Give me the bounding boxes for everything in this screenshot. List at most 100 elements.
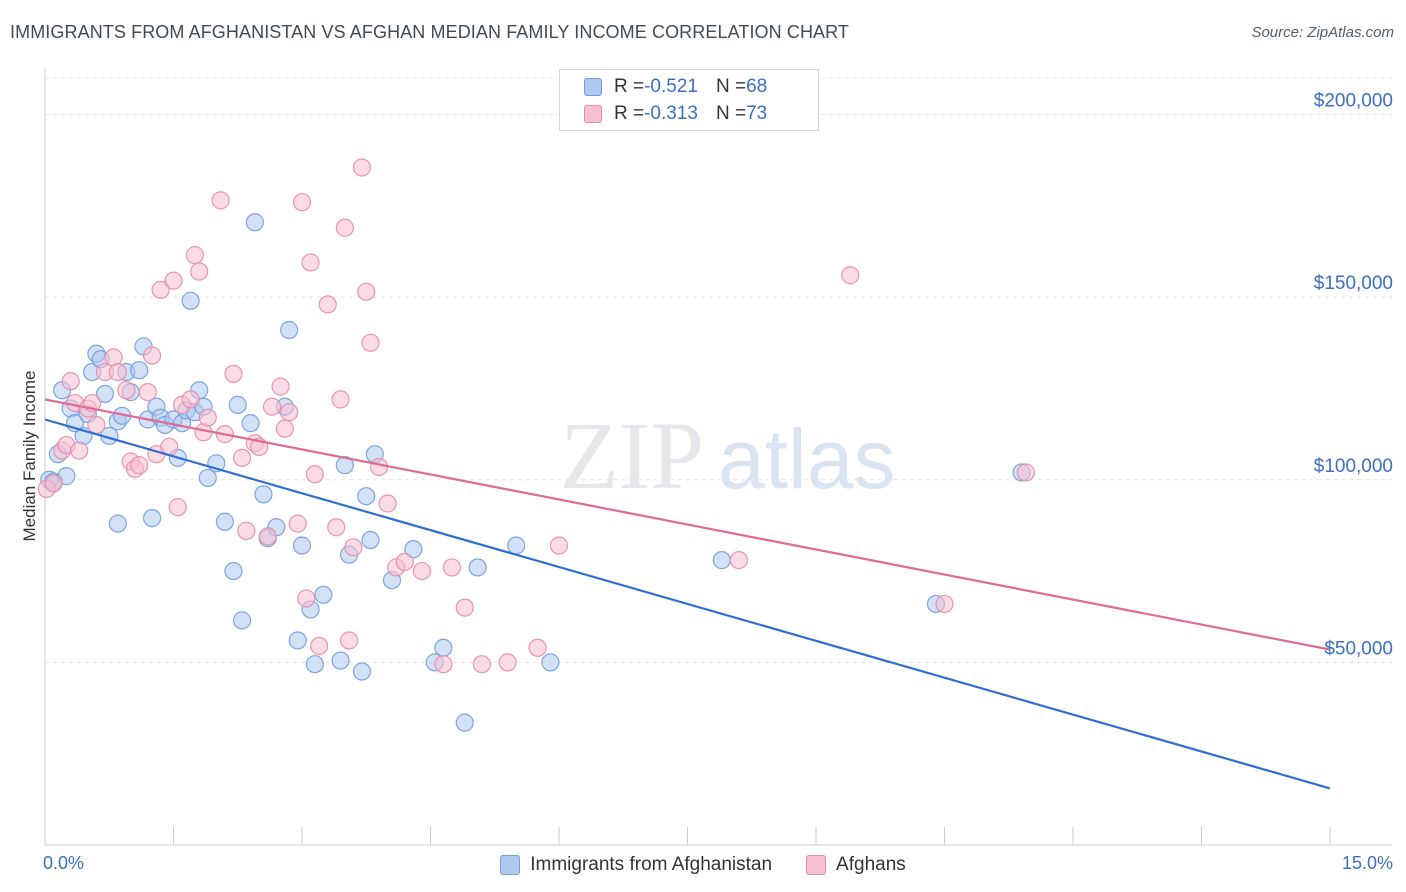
data-point <box>108 362 127 382</box>
legend-row-immigrants: R = -0.521 N = 68 <box>584 75 767 99</box>
legend-r-value: -0.521 <box>644 76 698 97</box>
data-point <box>331 651 350 670</box>
data-point <box>327 518 346 537</box>
data-point <box>549 536 569 555</box>
data-point <box>262 397 282 416</box>
data-point <box>232 448 252 467</box>
data-point <box>528 638 547 657</box>
watermark-atlas: atlas <box>718 412 895 506</box>
chart-title: IMMIGRANTS FROM AFGHANISTAN VS AFGHAN ME… <box>10 22 850 42</box>
data-point <box>498 653 517 672</box>
data-point <box>87 415 106 435</box>
data-point <box>455 713 474 732</box>
data-point <box>168 498 187 517</box>
data-point <box>395 552 414 572</box>
data-point <box>108 514 127 533</box>
data-point <box>404 540 423 559</box>
legend-r-value: -0.313 <box>644 103 698 124</box>
y-tick-label: $50,000 <box>1324 638 1393 659</box>
data-point <box>297 589 316 608</box>
data-point <box>181 291 200 310</box>
data-point <box>935 594 954 614</box>
watermark: ZIP atlas <box>560 402 895 509</box>
data-point <box>198 408 217 427</box>
series-legend-afghans[interactable]: Afghans <box>806 854 906 876</box>
legend-n-label: N = <box>715 76 747 97</box>
data-point <box>241 414 260 433</box>
data-point <box>151 280 170 299</box>
data-point <box>237 521 256 540</box>
x-tick-label: 15.0% <box>1342 853 1393 873</box>
y-tick-label: $200,000 <box>1314 91 1393 112</box>
data-point <box>288 514 307 533</box>
data-point <box>841 266 860 285</box>
stats-legend: R = -0.521 N = 68 R = -0.313 N = 73 <box>559 69 819 131</box>
gridlines <box>45 77 1392 663</box>
data-point <box>181 390 200 409</box>
data-point <box>190 262 209 281</box>
data-point <box>245 213 264 232</box>
data-point <box>310 636 329 656</box>
data-point <box>138 383 157 402</box>
data-point <box>434 638 453 657</box>
legend-n-label: N = <box>715 103 747 124</box>
data-point <box>254 485 273 504</box>
series-swatch-afghans <box>806 855 827 875</box>
data-point <box>442 558 462 577</box>
data-point <box>215 512 234 531</box>
trend-lines <box>44 398 1331 790</box>
legend-n-value: 73 <box>746 103 768 124</box>
data-point <box>361 333 380 352</box>
legend-swatch-immigrants <box>584 78 602 96</box>
data-point <box>1016 463 1035 482</box>
legend-r-label: R = <box>614 76 645 97</box>
data-point <box>335 456 354 475</box>
legend-row-afghans: R = -0.313 N = 73 <box>584 102 767 126</box>
data-point <box>357 282 376 301</box>
legend-n-value: 68 <box>746 76 768 97</box>
data-point <box>344 538 363 557</box>
series-legend-immigrants[interactable]: Immigrants from Afghanistan <box>500 854 772 876</box>
data-point <box>258 527 277 546</box>
data-point <box>70 441 89 460</box>
data-point <box>185 246 205 265</box>
data-point <box>361 530 380 550</box>
data-points <box>37 158 1035 732</box>
data-point <box>288 631 307 650</box>
data-point <box>412 561 432 581</box>
data-point <box>280 320 299 340</box>
data-point <box>729 551 749 570</box>
trend-line <box>44 398 1331 651</box>
data-point <box>117 381 136 400</box>
data-point <box>224 561 243 581</box>
data-point <box>507 536 526 555</box>
data-point <box>130 361 149 380</box>
data-point <box>44 474 63 493</box>
data-point <box>352 158 372 177</box>
data-point <box>292 193 312 212</box>
data-point <box>472 655 491 674</box>
data-point <box>301 253 320 272</box>
data-point <box>232 611 252 630</box>
legend-r-label: R = <box>614 103 645 124</box>
data-point <box>292 536 312 555</box>
data-point <box>211 191 230 210</box>
series-legend: Immigrants from Afghanistan Afghans <box>0 852 1406 878</box>
data-point <box>198 468 217 488</box>
y-tick-label: $100,000 <box>1314 456 1393 477</box>
series-swatch-immigrants <box>500 855 521 875</box>
data-point <box>275 419 294 438</box>
axes <box>44 68 1392 846</box>
data-point <box>271 377 290 396</box>
y-tick-label: $150,000 <box>1314 273 1393 294</box>
data-point <box>280 403 299 422</box>
data-point <box>142 509 162 528</box>
data-point <box>142 346 162 365</box>
data-point <box>357 487 376 506</box>
source-credit: Source: ZipAtlas.com <box>1251 24 1394 41</box>
data-point <box>455 598 474 617</box>
data-point <box>352 662 372 681</box>
data-point <box>378 494 397 513</box>
data-point <box>340 631 359 650</box>
